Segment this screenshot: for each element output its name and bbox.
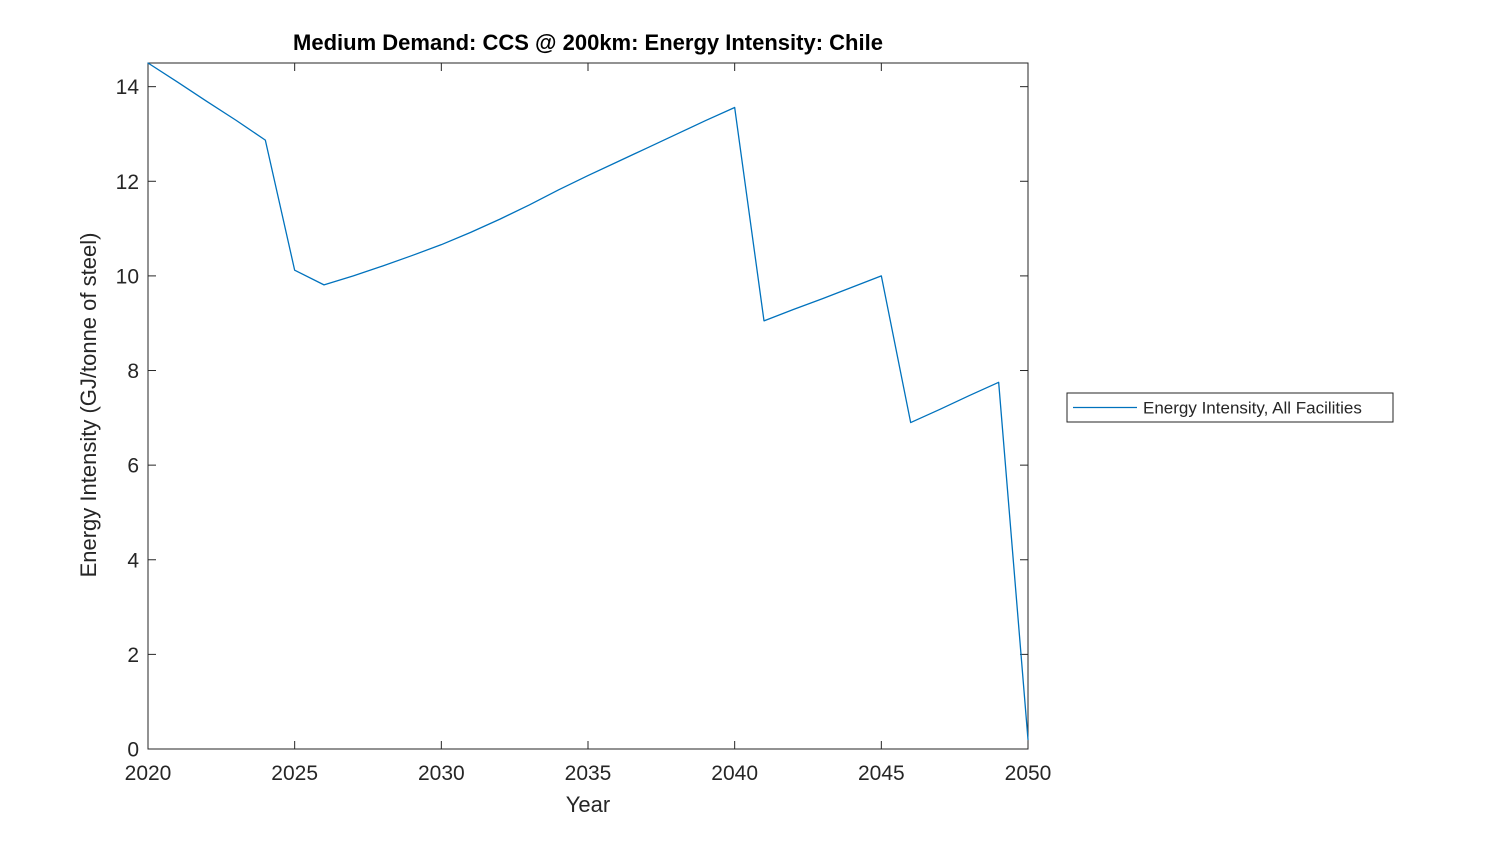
x-tick-label: 2035 — [565, 762, 612, 785]
y-tick-labels: 0 2 4 6 8 10 12 14 — [116, 76, 140, 761]
series-line-energy-intensity — [147, 62, 1029, 741]
x-tick-label: 2030 — [418, 762, 465, 785]
y-tick-label: 6 — [127, 455, 139, 478]
x-axis-label: Year — [566, 792, 610, 817]
legend: Energy Intensity, All Facilities — [1066, 392, 1394, 423]
y-tick-label: 2 — [127, 644, 139, 667]
plot-area: 2020 2025 2030 2035 2040 2045 2050 0 2 4 6 8 10 12 14 — [116, 62, 1052, 785]
y-tick-label: 14 — [116, 76, 140, 99]
y-tick-label: 12 — [116, 171, 139, 194]
axis-ticks — [147, 63, 1029, 750]
plot-border — [147, 62, 1029, 750]
x-tick-label: 2045 — [858, 762, 905, 785]
y-tick-label: 8 — [127, 360, 139, 383]
x-tick-label: 2020 — [125, 762, 172, 785]
x-tick-labels: 2020 2025 2030 2035 2040 2045 2050 — [125, 762, 1052, 785]
y-tick-label: 4 — [127, 549, 139, 572]
y-axis-label: Energy Intensity (GJ/tonne of steel) — [76, 233, 101, 578]
legend-label: Energy Intensity, All Facilities — [1143, 399, 1362, 418]
chart-title: Medium Demand: CCS @ 200km: Energy Inten… — [293, 30, 883, 55]
x-tick-label: 2040 — [711, 762, 758, 785]
x-tick-label: 2025 — [271, 762, 318, 785]
y-tick-label: 10 — [116, 265, 139, 288]
y-tick-label: 0 — [127, 739, 139, 762]
x-tick-label: 2050 — [1005, 762, 1052, 785]
